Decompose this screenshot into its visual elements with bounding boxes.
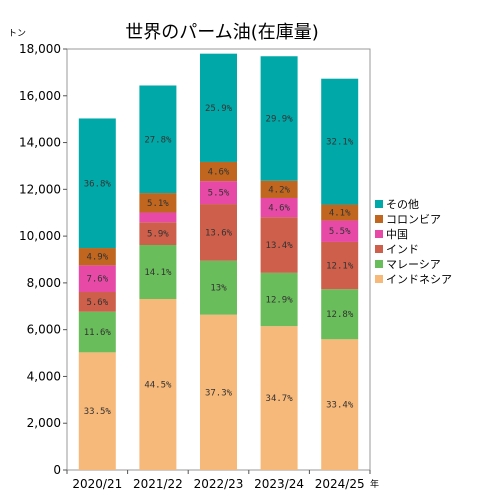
segment-label: 37.3% [205, 388, 233, 398]
y-axis-unit: トン [8, 29, 26, 39]
bar-segment [78, 352, 116, 470]
segment-label: 25.9% [205, 104, 233, 114]
segment-label: 14.1% [144, 268, 172, 278]
y-tick-label: 18,000 [19, 42, 61, 56]
y-tick-label: 4,000 [27, 369, 61, 383]
segment-label: 7.6% [86, 275, 108, 285]
segment-label: 13.4% [266, 241, 294, 251]
bar-segment [321, 289, 359, 340]
bar-segment [139, 193, 177, 213]
bar-segment [260, 217, 298, 273]
segment-label: 5.9% [147, 230, 169, 240]
y-tick-label: 8,000 [27, 276, 61, 290]
bar-segment [139, 222, 177, 245]
bar-segment [139, 212, 177, 223]
y-tick-label: 14,000 [19, 136, 61, 150]
y-tick-label: 12,000 [19, 182, 61, 196]
segment-label: 5.5% [208, 189, 230, 199]
x-tick-label: 2023/24 [254, 477, 304, 491]
legend-label: その他 [386, 198, 419, 211]
x-tick-label: 2022/23 [194, 477, 244, 491]
segment-label: 12.1% [326, 262, 354, 272]
y-tick-label: 0 [53, 463, 61, 477]
bar-segment [200, 161, 237, 182]
segment-label: 32.1% [326, 138, 354, 148]
segment-label: 29.9% [266, 114, 294, 124]
bar-segment [321, 241, 359, 290]
legend-label: インド [386, 243, 419, 256]
bar-segment [78, 292, 116, 312]
x-tick-label: 2021/22 [133, 477, 183, 491]
segment-label: 13% [210, 284, 227, 294]
bar-segment [321, 339, 359, 470]
bar-segment [260, 272, 298, 327]
legend-label: 中国 [386, 228, 408, 241]
segment-label: 4.6% [208, 168, 230, 178]
y-tick-label: 2,000 [27, 416, 61, 430]
legend-swatch [375, 275, 383, 283]
bar-segment [200, 181, 237, 205]
segment-label: 4.1% [329, 208, 351, 218]
x-axis-unit: 年 [370, 478, 379, 490]
legend-swatch [375, 230, 383, 238]
segment-label: 11.6% [84, 328, 112, 338]
segment-label: 36.8% [84, 179, 112, 189]
y-tick-label: 10,000 [19, 229, 61, 243]
segment-label: 33.5% [84, 407, 112, 417]
segment-label: 12.9% [266, 295, 294, 305]
bar-segment [200, 314, 237, 470]
legend-label: コロンビア [386, 213, 441, 226]
legend-swatch [375, 215, 383, 223]
segment-label: 4.9% [86, 253, 108, 263]
y-tick-label: 16,000 [19, 89, 61, 103]
segment-label: 4.6% [268, 204, 290, 214]
bar-segment [78, 118, 116, 249]
legend-swatch [375, 245, 383, 253]
x-tick-label: 2024/25 [315, 477, 365, 491]
segment-label: 34.7% [266, 394, 294, 404]
bar-segment [78, 311, 116, 353]
bar-segment [260, 326, 298, 470]
chart-title: 世界のパーム油(在庫量) [125, 22, 319, 43]
bar-segment [139, 299, 177, 470]
bar-segment [139, 85, 177, 194]
segment-label: 12.8% [326, 310, 354, 320]
bar-segment [321, 220, 359, 242]
plot-area: 0 2,000 4,000 6,000 8,000 10,000 12,000 14,000 1… [19, 42, 371, 491]
segment-label: 5.5% [329, 227, 351, 237]
segment-label: 44.5% [144, 381, 172, 391]
x-tick-label: 2020/21 [72, 477, 122, 491]
segment-label: 5.1% [147, 199, 169, 209]
bar-segment [200, 204, 237, 261]
bar-segment [78, 248, 116, 266]
bar-segment [260, 197, 298, 218]
legend-swatch [375, 260, 383, 268]
segment-label: 5.6% [86, 298, 108, 308]
segment-label: 27.8% [144, 135, 172, 145]
bar-segment [321, 78, 359, 205]
legend-label: インドネシア [386, 273, 452, 286]
legend-label: マレーシア [386, 258, 441, 271]
y-tick-label: 6,000 [27, 323, 61, 337]
segment-label: 33.4% [326, 401, 354, 411]
bar-segment [260, 180, 298, 198]
bar-segment [139, 244, 177, 300]
bar-segment [321, 204, 359, 221]
legend-swatch [375, 200, 383, 208]
bar-segment [260, 56, 298, 181]
bar-segment [200, 260, 237, 315]
bar-segment [78, 265, 116, 293]
segment-label: 4.2% [268, 185, 290, 195]
bar-segment [200, 53, 237, 162]
segment-label: 13.6% [205, 228, 233, 238]
